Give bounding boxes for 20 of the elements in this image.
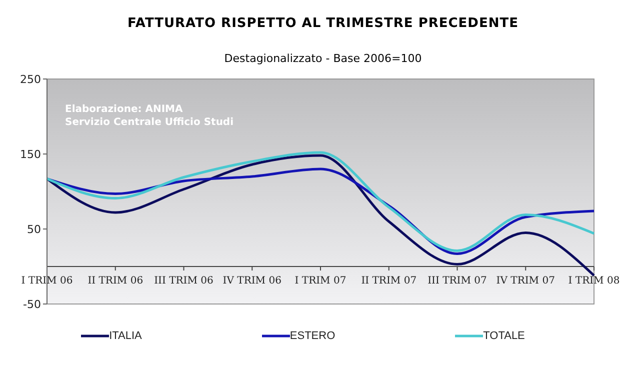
y-tick-label: 250 [20, 72, 41, 86]
chart-subtitle: Destagionalizzato - Base 2006=100 [223, 52, 423, 65]
annotation: Elaborazione: ANIMA Servizio Centrale Ufficio Studi [65, 103, 234, 129]
y-tick-label: 150 [20, 148, 41, 161]
x-tick-label: I TRIM 07 [294, 276, 346, 286]
x-tick-label: III TRIM 07 [428, 276, 487, 286]
x-tick-label: II TRIM 07 [361, 276, 417, 286]
legend-label: ESTERO [290, 330, 336, 342]
x-tick-label: II TRIM 06 [88, 276, 144, 286]
x-tick-label: IV TRIM 06 [222, 276, 282, 286]
y-tick-label: -50 [23, 298, 41, 311]
x-tick-label: IV TRIM 07 [496, 276, 555, 286]
line-series [46, 151, 596, 252]
x-tick-label: III TRIM 06 [154, 276, 214, 286]
legend-label: ITALIA [109, 330, 142, 342]
x-tick-label: I TRIM 08 [568, 276, 620, 286]
legend-label: TOTALE [483, 330, 525, 342]
y-tick-label: 50 [27, 222, 41, 236]
line-series [46, 154, 596, 277]
chart-title: FATTURATO RISPETTO AL TRIMESTRE PRECEDENTE [126, 16, 520, 31]
